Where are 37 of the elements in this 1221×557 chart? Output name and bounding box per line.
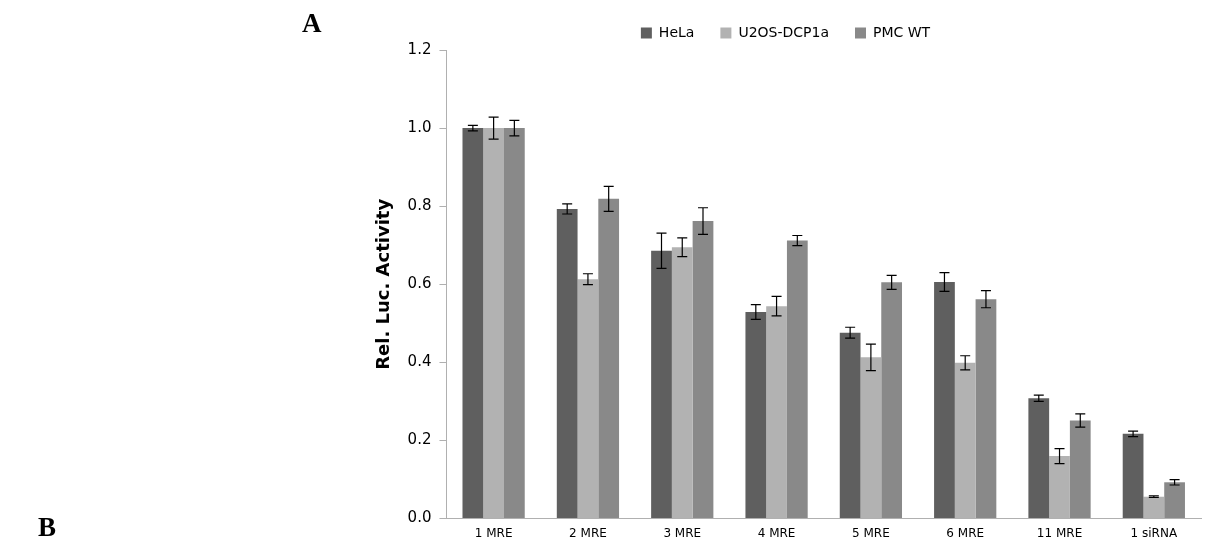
bar [462, 128, 484, 519]
legend-label: PMC WT [872, 23, 931, 40]
y-tick-label: 0.2 [407, 430, 432, 449]
y-tick-label: 0.8 [407, 196, 432, 215]
bar [786, 240, 808, 519]
legend-label: HeLa [658, 23, 695, 40]
bar [1028, 398, 1050, 519]
y-axis-title: Rel. Luc. Activity [372, 198, 394, 370]
bar [934, 281, 955, 519]
bar [1164, 482, 1185, 519]
y-tick-label: 1.0 [407, 117, 432, 136]
bar [975, 299, 997, 519]
x-tick-label: 3 MRE [663, 525, 702, 540]
x-tick-label: 1 siRNA [1130, 525, 1178, 540]
y-tick-label: 0.4 [407, 352, 432, 371]
x-tick-label: 5 MRE [852, 525, 890, 540]
legend-label: U2OS-DCP1a [738, 23, 829, 40]
bar [745, 312, 767, 519]
bar [692, 221, 714, 519]
bar [651, 250, 672, 519]
x-tick-label: 2 MRE [569, 525, 607, 540]
x-tick-label: 4 MRE [757, 525, 796, 540]
bar [839, 332, 861, 519]
bar [556, 208, 578, 519]
y-tick-label: 1.2 [407, 39, 432, 58]
text: B [38, 512, 57, 543]
y-tick-label: 0.0 [407, 508, 432, 527]
bar [1069, 420, 1091, 519]
bar [1122, 433, 1144, 519]
bar [598, 198, 620, 519]
bar [881, 282, 903, 519]
text: A [302, 8, 322, 39]
y-tick-label: 0.6 [407, 274, 432, 293]
x-tick-label: 6 MRE [946, 525, 985, 540]
x-tick-label: 1 MRE [474, 525, 513, 540]
x-tick-label: 11 MRE [1036, 525, 1083, 540]
bar [503, 128, 525, 519]
